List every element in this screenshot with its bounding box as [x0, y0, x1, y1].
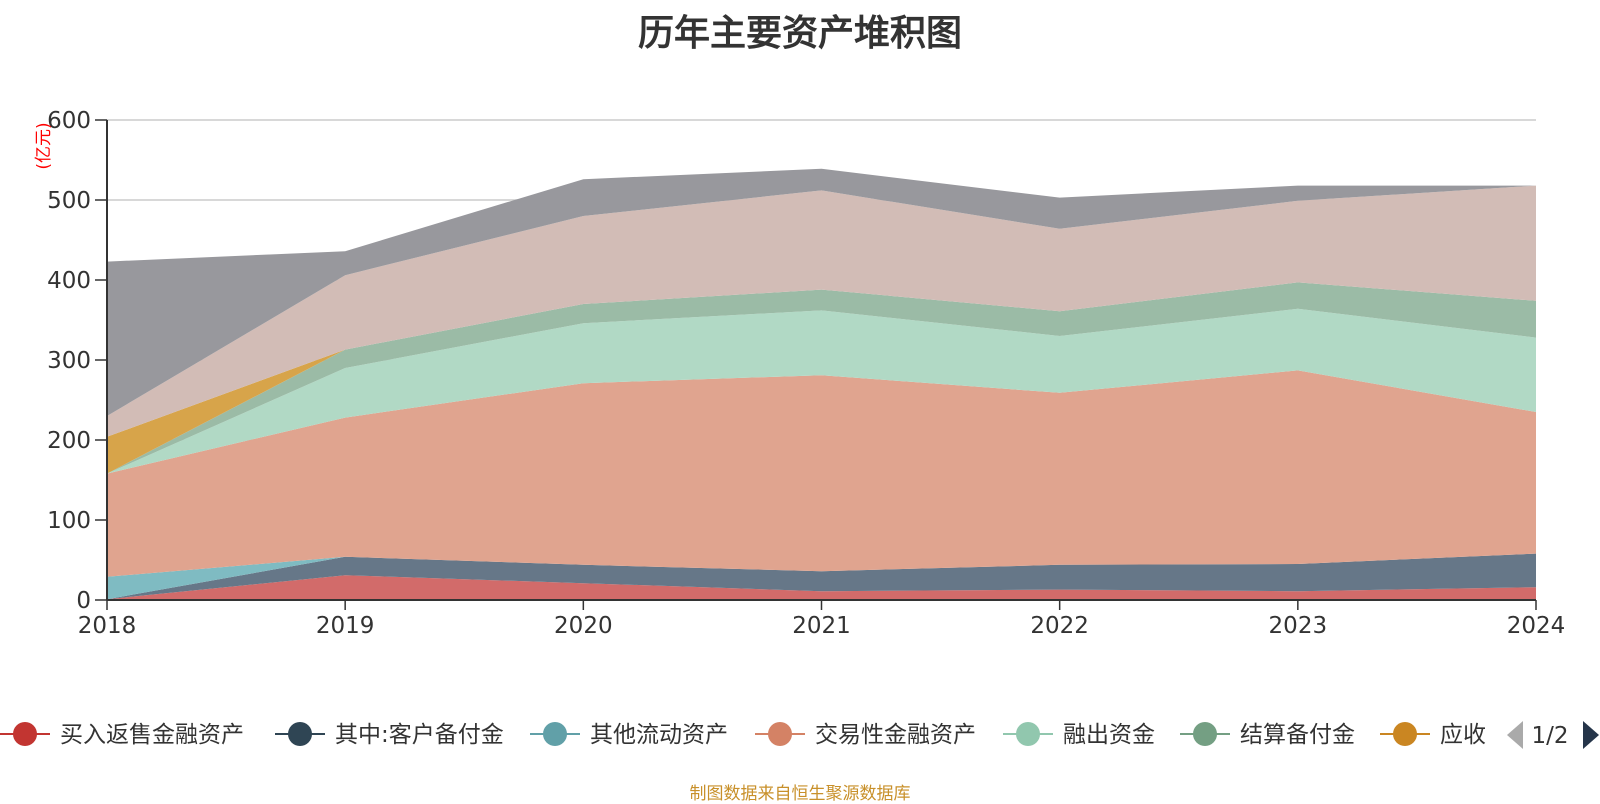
legend-marker-icon — [1393, 722, 1417, 746]
legend-item-4[interactable]: 融出资金 — [1003, 722, 1155, 748]
legend-label: 交易性金融资产 — [815, 722, 976, 748]
chart-title: 历年主要资产堆积图 — [637, 13, 962, 54]
y-tick-label: 0 — [76, 588, 91, 614]
legend-item-3[interactable]: 交易性金融资产 — [755, 722, 976, 748]
legend-item-6[interactable]: 应收 — [1380, 722, 1486, 748]
area-series-1 — [107, 553, 1536, 600]
legend-label: 其他流动资产 — [590, 722, 728, 748]
area-series-3 — [107, 370, 1536, 577]
y-tick-label: 500 — [47, 188, 91, 214]
x-tick-label: 2021 — [792, 613, 851, 639]
legend-label: 应收 — [1440, 722, 1486, 748]
y-tick-label: 300 — [47, 348, 91, 374]
y-tick-label: 100 — [47, 508, 91, 534]
legend-label: 结算备付金 — [1240, 722, 1355, 748]
legend-marker-icon — [288, 722, 312, 746]
legend-next-page-icon[interactable] — [1583, 721, 1599, 749]
legend-marker-icon — [1193, 722, 1217, 746]
legend-label: 其中:客户备付金 — [335, 722, 504, 748]
area-series-8 — [107, 168, 1536, 416]
area-series-4 — [107, 308, 1536, 474]
legend-prev-page-icon[interactable] — [1507, 721, 1523, 749]
legend-pager: 1/2 — [1507, 721, 1599, 749]
legend-marker-icon — [768, 722, 792, 746]
legend-item-5[interactable]: 结算备付金 — [1180, 722, 1355, 748]
legend-item-1[interactable]: 其中:客户备付金 — [275, 722, 504, 748]
x-tick-label: 2020 — [554, 613, 613, 639]
x-tick-label: 2019 — [316, 613, 375, 639]
area-layer — [107, 168, 1536, 600]
x-tick-label: 2023 — [1269, 613, 1328, 639]
y-tick-label: 600 — [47, 108, 91, 134]
area-series-5 — [107, 282, 1536, 474]
legend-item-2[interactable]: 其他流动资产 — [530, 722, 728, 748]
axis-layer: 0 100 200 300 400 500 600 2018 2019 2020 2021 2022 2… — [47, 108, 1565, 639]
legend-item-0[interactable]: 买入返售金融资产 — [0, 722, 244, 748]
legend-label: 买入返售金融资产 — [60, 722, 244, 748]
y-axis-unit-label: (亿元) — [34, 122, 54, 169]
y-tick-label: 400 — [47, 268, 91, 294]
x-tick-label: 2018 — [78, 613, 137, 639]
legend-marker-icon — [13, 722, 37, 746]
x-tick-label: 2022 — [1030, 613, 1089, 639]
legend-marker-icon — [1016, 722, 1040, 746]
legend-marker-icon — [543, 722, 567, 746]
source-note: 制图数据来自恒生聚源数据库 — [689, 784, 911, 804]
legend-page-indicator: 1/2 — [1531, 723, 1568, 749]
area-series-7 — [107, 185, 1536, 437]
legend-label: 融出资金 — [1063, 722, 1155, 748]
y-tick-label: 200 — [47, 428, 91, 454]
x-tick-label: 2024 — [1507, 613, 1566, 639]
legend: 买入返售金融资产 其中:客户备付金 其他流动资产 交易性金融资产 融出资金 结算备付金 应收 — [0, 722, 1486, 748]
area-series-0 — [107, 575, 1536, 600]
